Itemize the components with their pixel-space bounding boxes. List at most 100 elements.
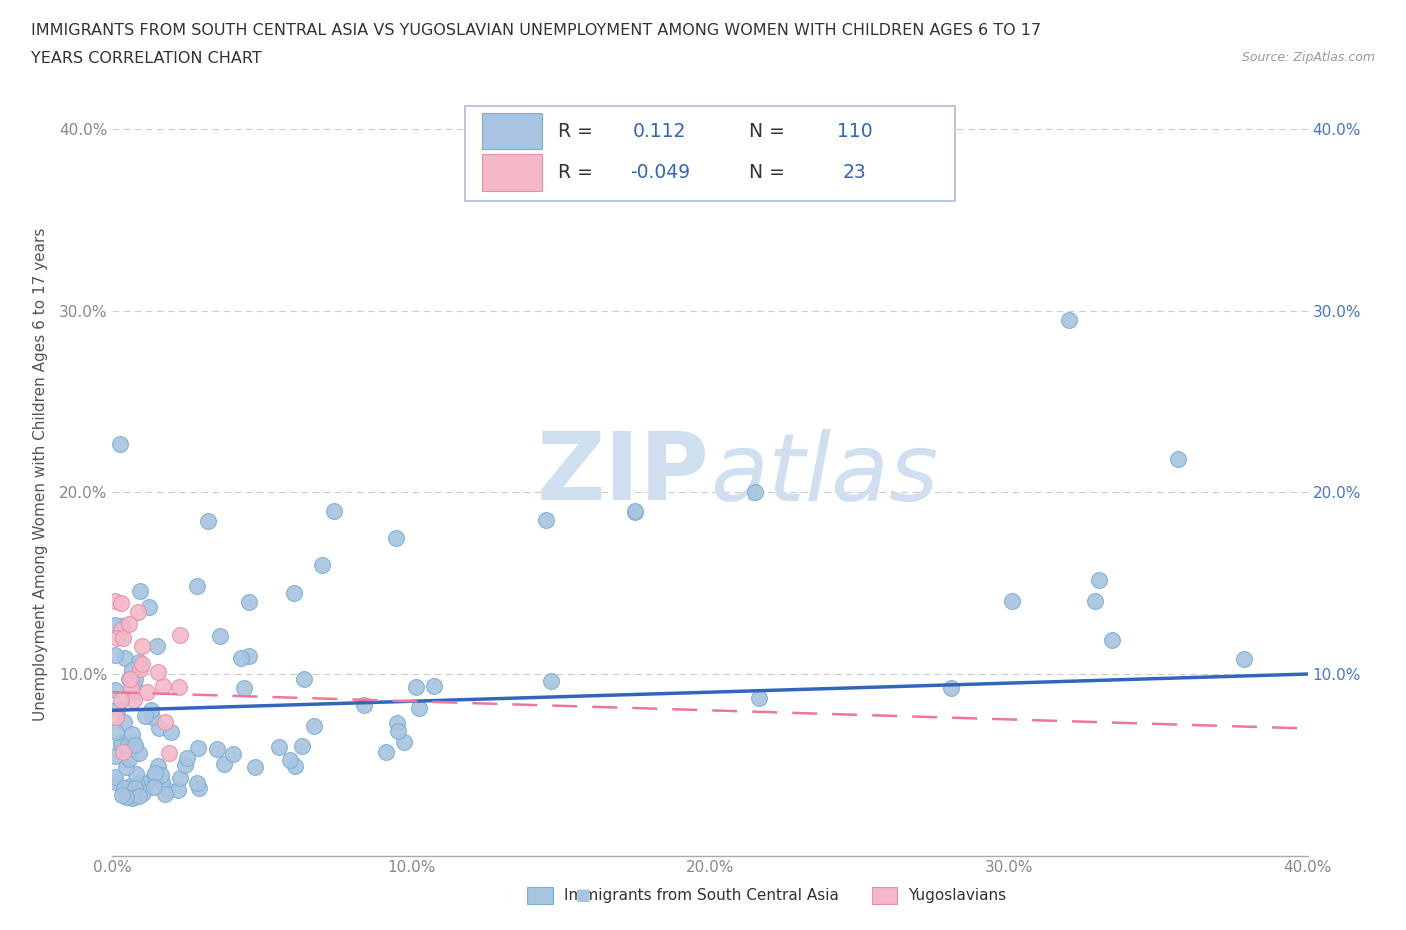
Point	[134, 777, 156, 791]
Point	[353, 698, 375, 712]
Point	[110, 596, 132, 611]
Point	[423, 678, 446, 693]
Point	[1101, 632, 1123, 647]
Point	[157, 746, 180, 761]
Text: N =: N =	[749, 122, 786, 140]
Point	[127, 780, 149, 795]
Point	[122, 675, 145, 690]
Point	[104, 710, 127, 724]
Point	[146, 639, 169, 654]
Point	[111, 631, 134, 645]
Point	[187, 780, 209, 795]
Point	[385, 715, 408, 730]
Text: Yugoslavians: Yugoslavians	[908, 888, 1007, 903]
Point	[283, 586, 305, 601]
FancyBboxPatch shape	[482, 113, 541, 150]
Point	[118, 778, 141, 793]
Point	[1084, 593, 1107, 608]
Point	[132, 785, 155, 800]
Point	[1233, 652, 1256, 667]
FancyBboxPatch shape	[482, 154, 541, 191]
Point	[118, 617, 141, 631]
Point	[110, 735, 132, 750]
Text: 110: 110	[837, 122, 873, 140]
Point	[267, 740, 290, 755]
Point	[156, 783, 179, 798]
Point	[125, 767, 148, 782]
Point	[311, 558, 333, 573]
Point	[139, 702, 162, 717]
Point	[1088, 573, 1111, 588]
Text: Immigrants from South Central Asia: Immigrants from South Central Asia	[564, 888, 839, 903]
Point	[129, 775, 152, 790]
Point	[142, 770, 165, 785]
Point	[212, 756, 235, 771]
FancyBboxPatch shape	[527, 887, 553, 904]
Point	[143, 765, 166, 780]
Point	[121, 684, 143, 699]
Point	[153, 715, 176, 730]
Point	[176, 751, 198, 765]
Point	[127, 780, 149, 795]
Point	[292, 671, 315, 686]
Point	[408, 701, 430, 716]
Point	[1057, 312, 1080, 327]
Point	[197, 513, 219, 528]
Point	[110, 737, 132, 752]
Point	[153, 787, 176, 802]
Point	[169, 627, 191, 642]
Text: 23: 23	[842, 163, 866, 181]
Point	[150, 775, 173, 790]
Point	[149, 767, 172, 782]
Point	[121, 726, 143, 741]
Text: R =: R =	[558, 163, 593, 181]
Point	[136, 684, 159, 699]
Point	[107, 701, 129, 716]
Point	[540, 673, 562, 688]
Point	[110, 692, 132, 707]
Y-axis label: Unemployment Among Women with Children Ages 6 to 17 years: Unemployment Among Women with Children A…	[32, 228, 48, 721]
Point	[238, 595, 260, 610]
Point	[208, 629, 231, 644]
Point	[939, 680, 962, 695]
Point	[385, 530, 408, 545]
Point	[131, 638, 153, 653]
Point	[302, 719, 325, 734]
Point	[129, 584, 152, 599]
Point	[118, 789, 141, 804]
Point	[186, 578, 208, 593]
Point	[104, 770, 127, 785]
Point	[120, 671, 142, 686]
Point	[110, 622, 132, 637]
Point	[121, 790, 143, 805]
Point	[104, 683, 127, 698]
Point	[104, 618, 127, 632]
Point	[114, 651, 136, 666]
Text: IMMIGRANTS FROM SOUTH CENTRAL ASIA VS YUGOSLAVIAN UNEMPLOYMENT AMONG WOMEN WITH : IMMIGRANTS FROM SOUTH CENTRAL ASIA VS YU…	[31, 23, 1040, 38]
Point	[124, 671, 146, 686]
Point	[112, 745, 135, 760]
Point	[169, 771, 191, 786]
Point	[104, 748, 127, 763]
Point	[104, 725, 127, 740]
Point	[624, 504, 647, 519]
Point	[405, 679, 427, 694]
Point	[141, 710, 163, 724]
Text: ▪: ▪	[575, 883, 592, 907]
Point	[118, 671, 141, 686]
FancyBboxPatch shape	[872, 887, 897, 904]
FancyBboxPatch shape	[465, 106, 955, 201]
Point	[744, 485, 766, 500]
Point	[186, 776, 208, 790]
Point	[122, 735, 145, 750]
Point	[375, 745, 398, 760]
Point	[121, 662, 143, 677]
Text: N =: N =	[749, 163, 786, 181]
Point	[134, 709, 156, 724]
Point	[1167, 452, 1189, 467]
Point	[146, 759, 169, 774]
Point	[118, 751, 141, 766]
Point	[122, 692, 145, 707]
Point	[278, 753, 301, 768]
Point	[534, 512, 557, 527]
